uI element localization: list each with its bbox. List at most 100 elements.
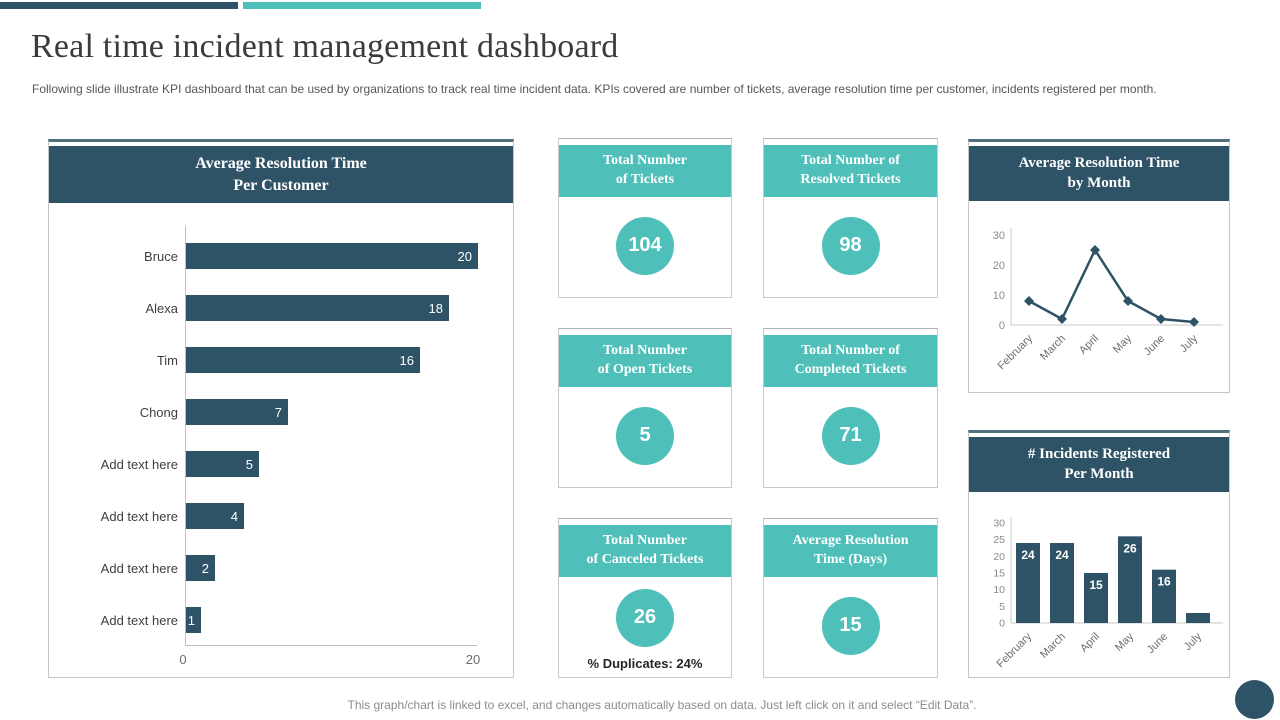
hbar-track: 2 (186, 555, 512, 581)
kpi-title-line2: of Tickets (615, 171, 675, 187)
kpi-value: 104 (628, 234, 662, 257)
hbar-rows: Bruce 20 Alexa 18 Tim 16 Chong 7 Add text here 5 A… (50, 230, 512, 646)
vbar-chart-svg: 0 5 10 15 20 25 30 24 24 15 26 16 February March April… (993, 517, 1223, 670)
avg-resolution-by-month-chart[interactable]: Average Resolution Time by Month 0 10 20 30… (968, 139, 1230, 393)
hbar-bar: 16 (186, 347, 420, 373)
hbar-value-label: 16 (399, 352, 414, 368)
hbar-value-label: 4 (230, 508, 238, 524)
vbar-chart-y-tick: 30 (993, 518, 1005, 530)
hbar-row: Add text here 1 (50, 594, 512, 646)
hbar-value-label: 2 (201, 560, 209, 576)
vbar-value-label: 24 (1021, 548, 1035, 562)
kpi-value-badge: 5 (616, 406, 674, 465)
line-chart-x-label: April (1077, 333, 1101, 357)
line-chart-y-tick: 0 (999, 320, 1005, 332)
duplicates-value: 24% (676, 655, 703, 671)
hbar-value-label: 7 (274, 404, 282, 420)
kpi-value-badge: 98 (821, 216, 880, 275)
vbar-chart-y-tick: 5 (999, 601, 1005, 613)
kpi-card-total-tickets[interactable]: Total Number of Tickets 104 (558, 138, 732, 298)
hbar-category-label: Chong (139, 404, 178, 420)
hbar-category-label: Add text here (100, 508, 178, 524)
hbar-category-label: Alexa (145, 300, 178, 316)
corner-dot-decoration (1235, 680, 1274, 719)
vbar-chart-x-label: June (1145, 631, 1170, 656)
kpi-value-badge: 71 (821, 406, 880, 465)
hbar-track: 18 (186, 295, 512, 321)
vbar-chart-y-tick: 10 (993, 584, 1005, 596)
kpi-value-badge: 26 (616, 588, 674, 647)
hbar-x-tick-min: 0 (179, 652, 187, 667)
panel-header-month-line: Average Resolution Time by Month (969, 146, 1229, 201)
kpi-card-title: Total Number of Resolved Tickets (764, 145, 937, 197)
kpi-title-line2: of Canceled Tickets (586, 551, 704, 567)
incidents-per-month-chart[interactable]: # Incidents Registered Per Month 0 5 10 15 2… (968, 430, 1230, 678)
hbar-bar: 5 (186, 451, 259, 477)
hbar-track: 20 (186, 243, 512, 269)
line-marker-diamond (1057, 314, 1067, 324)
vbar-chart-x-label: May (1113, 630, 1137, 654)
kpi-value: 98 (839, 234, 862, 257)
hbar-bar: 4 (186, 503, 244, 529)
vbar-bar (1118, 536, 1142, 623)
kpi-card-completed-tickets[interactable]: Total Number of Completed Tickets 71 (763, 328, 938, 488)
kpi-card-resolved-tickets[interactable]: Total Number of Resolved Tickets 98 (763, 138, 938, 298)
vbar-chart-y-tick: 25 (993, 534, 1005, 546)
hbar-row: Add text here 2 (50, 542, 512, 594)
kpi-title-line2: Completed Tickets (794, 361, 907, 377)
hbar-value-label: 1 (187, 612, 195, 628)
hbar-track: 16 (186, 347, 512, 373)
line-chart-x-label: June (1142, 333, 1167, 358)
duplicates-label: % Duplicates: (587, 655, 673, 671)
page-title: Real time incident management dashboard (31, 28, 619, 65)
vbar-chart-y-tick: 15 (993, 568, 1005, 580)
kpi-card-open-tickets[interactable]: Total Number of Open Tickets 5 (558, 328, 732, 488)
kpi-value: 71 (839, 424, 862, 447)
kpi-value: 5 (639, 424, 651, 447)
hbar-track: 7 (186, 399, 512, 425)
line-chart-y-tick: 20 (993, 260, 1005, 272)
panel-header-month-bar: # Incidents Registered Per Month (969, 437, 1229, 492)
vbar-bar (1016, 543, 1040, 623)
hbar-value-label: 18 (428, 300, 443, 316)
kpi-card-title: Total Number of Canceled Tickets (559, 525, 731, 577)
vbar-chart-y-tick: 0 (999, 618, 1005, 630)
hbar-bar: 20 (186, 243, 478, 269)
line-chart-x-label: March (1038, 333, 1068, 363)
kpi-card-title: Average Resolution Time (Days) (764, 525, 937, 577)
vbar-chart-y-tick: 20 (993, 551, 1005, 563)
vbar-chart-x-label: April (1078, 631, 1102, 655)
vbar-chart-x-label: February (995, 630, 1035, 670)
vbar-bar (1050, 543, 1074, 623)
avg-resolution-per-customer-chart[interactable]: Average Resolution Time Per Customer Bru… (48, 139, 514, 678)
kpi-card-avg-resolution-days[interactable]: Average Resolution Time (Days) 15 (763, 518, 938, 678)
hbar-row: Tim 16 (50, 334, 512, 386)
kpi-value-badge: 15 (821, 596, 880, 655)
line-marker-diamond (1090, 245, 1100, 255)
line-marker-diamond (1189, 317, 1199, 327)
line-marker-diamond (1123, 296, 1133, 306)
kpi-title-line1: Average Resolution (792, 533, 909, 548)
vbar-chart-axes (1010, 517, 1223, 624)
panel-header-line1: Average Resolution Time (195, 155, 367, 172)
hbar-bar: 7 (186, 399, 288, 425)
hbar-row: Alexa 18 (50, 282, 512, 334)
hbar-bar: 2 (186, 555, 215, 581)
kpi-card-title: Total Number of Completed Tickets (764, 335, 937, 387)
hbar-track: 5 (186, 451, 512, 477)
hbar-y-axis-line (185, 226, 186, 646)
line-chart-y-tick: 30 (993, 230, 1005, 242)
kpi-title-line1: Total Number of (801, 153, 900, 168)
vbar-value-label: 24 (1055, 548, 1069, 562)
vbar-value-label: 15 (1089, 578, 1103, 592)
hbar-row: Chong 7 (50, 386, 512, 438)
hbar-x-axis-line (185, 645, 477, 646)
hbar-track: 1 (186, 607, 512, 633)
hbar-bar: 1 (186, 607, 201, 633)
kpi-value: 26 (633, 606, 657, 629)
kpi-card-canceled-tickets[interactable]: Total Number of Canceled Tickets 26 % Du… (558, 518, 732, 678)
vbar-value-label: 26 (1123, 541, 1137, 555)
hbar-category-label: Bruce (144, 248, 178, 264)
vbar-bar (1152, 569, 1176, 623)
